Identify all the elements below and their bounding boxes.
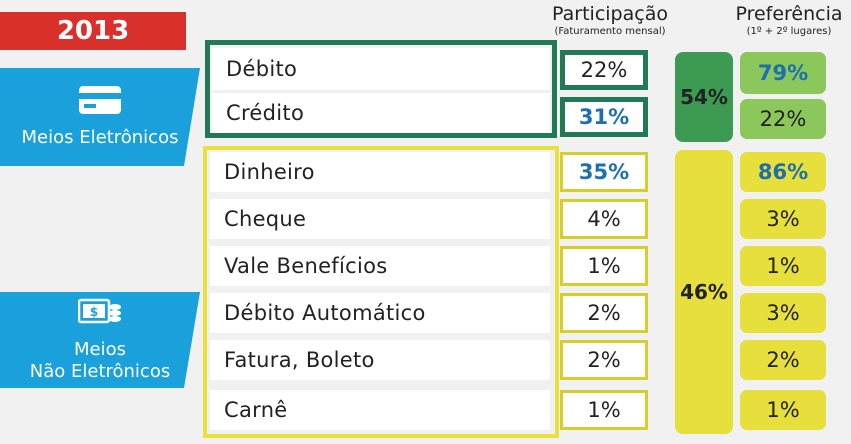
preferencia-debito: 79% — [740, 52, 826, 94]
participacao-credito: 31% — [560, 97, 648, 137]
participacao-debito: 22% — [560, 50, 648, 90]
row-label-vale-beneficios: Vale Benefícios — [210, 246, 550, 286]
participacao-fatura-boleto: 2% — [560, 340, 648, 380]
participacao-cheque: 4% — [560, 199, 648, 239]
category-eletronicos-label: Meios Eletrônicos — [21, 127, 179, 148]
participacao-vale-beneficios: 1% — [560, 246, 648, 286]
preferencia-debito-automatico: 3% — [740, 293, 826, 333]
row-label-cheque: Cheque — [210, 199, 550, 239]
category-nao-eletronicos: $ Meios Não Eletrônicos — [0, 292, 200, 388]
row-label-credito: Crédito — [212, 93, 550, 133]
row-label-debito-automatico: Débito Automático — [210, 293, 550, 333]
row-label-debito: Débito — [212, 48, 550, 90]
header-preferencia: Preferência — [735, 3, 843, 25]
preferencia-carne: 1% — [740, 390, 826, 430]
year-badge: 2013 — [0, 12, 186, 50]
category-nao-eletronicos-line2: Não Eletrônicos — [29, 361, 171, 382]
group-eletronicos-frame — [205, 40, 557, 138]
preferencia-cheque: 3% — [740, 199, 826, 239]
cash-coins-icon: $ — [77, 297, 122, 333]
row-label-dinheiro: Dinheiro — [210, 152, 550, 192]
total-eletronicos: 54% — [675, 52, 733, 142]
group-nao-eletronicos-frame — [203, 146, 559, 438]
preferencia-fatura-boleto: 2% — [740, 340, 826, 380]
row-label-carne: Carnê — [210, 390, 550, 430]
participacao-debito-automatico: 2% — [560, 293, 648, 333]
header-participacao-sub: (Faturamento mensal) — [554, 26, 666, 37]
preferencia-credito: 22% — [740, 99, 826, 139]
row-label-fatura-boleto: Fatura, Boleto — [210, 340, 550, 380]
category-nao-eletronicos-line1: Meios — [74, 339, 126, 360]
category-eletronicos: Meios Eletrônicos — [0, 68, 200, 166]
header-participacao: Participação — [552, 3, 668, 25]
participacao-carne: 1% — [560, 390, 648, 430]
participacao-dinheiro: 35% — [560, 152, 648, 192]
header-preferencia-sub: (1º + 2º lugares) — [746, 26, 832, 37]
credit-card-icon — [78, 85, 122, 121]
preferencia-vale-beneficios: 1% — [740, 246, 826, 286]
preferencia-dinheiro: 86% — [740, 152, 826, 192]
total-nao-eletronicos: 46% — [675, 150, 733, 434]
svg-text:$: $ — [90, 305, 98, 319]
